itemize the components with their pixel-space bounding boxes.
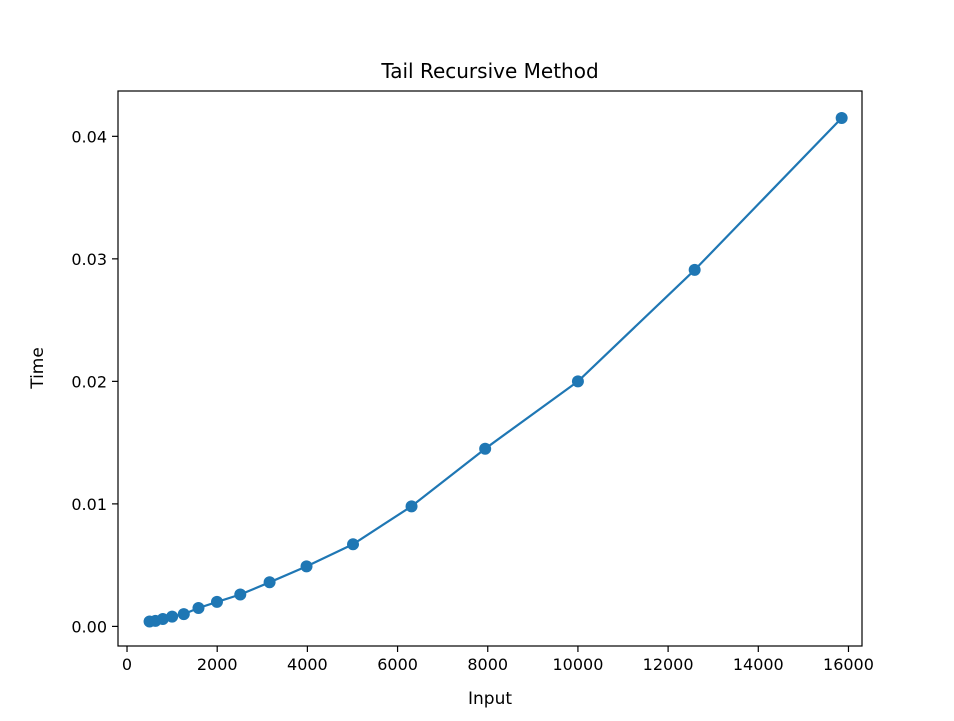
data-point bbox=[192, 602, 205, 615]
y-axis-label: Time bbox=[28, 347, 48, 390]
y-tick-label: 0.02 bbox=[71, 372, 107, 391]
data-point bbox=[571, 375, 584, 388]
y-tick-label: 0.04 bbox=[71, 127, 107, 146]
data-point bbox=[688, 263, 701, 276]
data-point bbox=[156, 613, 169, 626]
x-axis-label: Input bbox=[468, 689, 512, 709]
data-point bbox=[177, 608, 190, 621]
data-point bbox=[835, 111, 848, 124]
x-tick-label: 4000 bbox=[287, 655, 328, 674]
x-tick-label: 10000 bbox=[552, 655, 603, 674]
data-point bbox=[300, 560, 313, 573]
plot-frame bbox=[117, 90, 863, 647]
y-tick-label: 0.00 bbox=[71, 617, 107, 636]
x-tick-label: 14000 bbox=[733, 655, 784, 674]
y-axis-ticks: 0.00 0.01 0.02 0.03 0.04 bbox=[71, 127, 118, 636]
data-point bbox=[347, 538, 360, 551]
data-point bbox=[210, 595, 223, 608]
x-tick-label: 12000 bbox=[643, 655, 694, 674]
data-point bbox=[263, 576, 276, 589]
x-tick-label: 0 bbox=[122, 655, 132, 674]
data-point bbox=[479, 442, 492, 455]
y-tick-label: 0.01 bbox=[71, 495, 107, 514]
data-point bbox=[166, 610, 179, 623]
x-tick-label: 16000 bbox=[823, 655, 874, 674]
x-tick-label: 2000 bbox=[197, 655, 238, 674]
y-tick-label: 0.03 bbox=[71, 250, 107, 269]
chart-title: Tail Recursive Method bbox=[380, 59, 598, 83]
data-point bbox=[234, 588, 247, 601]
plot-layer bbox=[143, 111, 848, 628]
x-tick-label: 8000 bbox=[467, 655, 508, 674]
x-axis-ticks: 0 2000 4000 6000 8000 10000 12000 14000 16000 bbox=[122, 646, 874, 674]
x-tick-label: 6000 bbox=[377, 655, 418, 674]
data-point bbox=[405, 500, 418, 513]
